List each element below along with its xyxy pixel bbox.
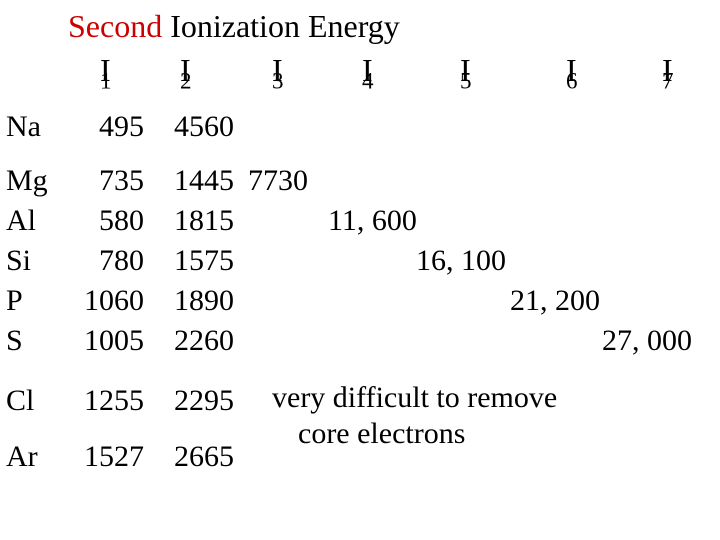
mg-i2: 1445 [156,164,234,198]
ar-i2: 2665 [156,440,234,474]
element-ar: Ar [6,440,60,474]
cl-i2: 2295 [156,384,234,418]
s-i7: 27, 000 [602,324,692,358]
title-second: Second [68,8,162,44]
cl-i1: 1255 [54,384,144,418]
element-si: Si [6,244,60,278]
header-i3: I3 [272,52,284,94]
si-i2: 1575 [156,244,234,278]
s-i1: 1005 [54,324,144,358]
header-i6: I6 [566,52,578,94]
si-i5: 16, 100 [416,244,506,278]
element-na: Na [6,110,60,144]
p-i6: 21, 200 [510,284,600,318]
ar-i1: 1527 [54,440,144,474]
page-title: Second Ionization Energy [68,8,400,45]
p-i1: 1060 [54,284,144,318]
header-i5: I5 [460,52,472,94]
title-rest: Ionization Energy [170,8,400,44]
al-i1: 580 [54,204,144,238]
header-i4: I4 [362,52,374,94]
header-i2: I2 [180,52,192,94]
element-p: P [6,284,60,318]
element-cl: Cl [6,384,60,418]
note-line1: very difficult to remove [272,380,557,416]
si-i1: 780 [54,244,144,278]
na-i1: 495 [54,110,144,144]
s-i2: 2260 [156,324,234,358]
mg-i1: 735 [54,164,144,198]
al-i4: 11, 600 [328,204,417,238]
header-i1: I1 [100,52,112,94]
na-i2: 4560 [156,110,234,144]
mg-i3: 7730 [248,164,308,198]
header-i7: I7 [662,52,674,94]
p-i2: 1890 [156,284,234,318]
element-s: S [6,324,60,358]
al-i2: 1815 [156,204,234,238]
note-line2: core electrons [298,416,465,452]
element-al: Al [6,204,60,238]
element-mg: Mg [6,164,60,198]
